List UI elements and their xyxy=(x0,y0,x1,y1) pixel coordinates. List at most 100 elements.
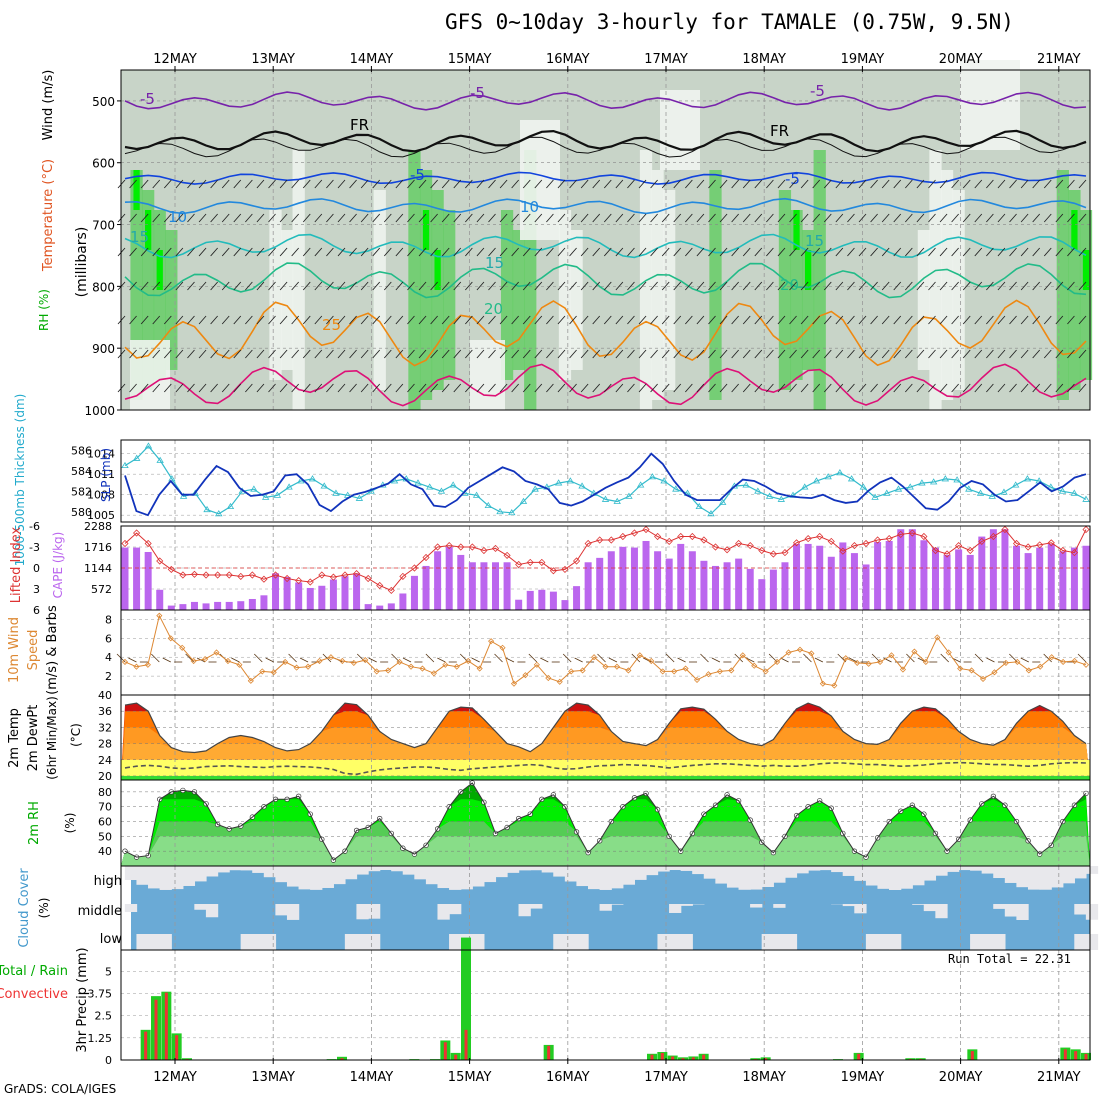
li-point xyxy=(1001,525,1009,534)
wind-barb xyxy=(766,213,774,223)
wind10-point xyxy=(1025,667,1032,674)
wind-barb xyxy=(337,247,346,257)
wind-barb xyxy=(326,247,334,257)
label-rh-unit: (%) xyxy=(63,813,77,834)
rh2m-tick-label: 60 xyxy=(98,816,112,829)
wind-barb xyxy=(777,213,786,223)
wind-barb xyxy=(696,349,705,359)
precip-tick-label: 1.25 xyxy=(88,1032,113,1045)
cape-bar xyxy=(549,591,557,610)
wind-barb xyxy=(1078,281,1087,291)
wind-barb xyxy=(187,383,195,393)
cloud-gap-mid xyxy=(935,904,948,919)
wind-barb xyxy=(383,247,392,257)
wind-barb xyxy=(580,179,589,189)
wind-barb xyxy=(326,179,334,189)
wind-barb xyxy=(731,315,739,325)
wind-barb xyxy=(638,213,647,223)
rh-stripe xyxy=(952,190,965,390)
cape-bar xyxy=(156,589,164,610)
wind-barb xyxy=(580,315,589,325)
cape-bar xyxy=(503,562,511,610)
wind-barb xyxy=(766,281,774,291)
wind-barb xyxy=(986,383,994,393)
precip-conv-bar xyxy=(443,1042,447,1060)
wind10-point xyxy=(316,657,323,665)
wind-barb xyxy=(349,349,357,359)
rh-stripe xyxy=(570,230,583,370)
wind10-barb xyxy=(1020,657,1029,663)
wind10-point xyxy=(465,657,472,665)
wind-barb xyxy=(256,349,265,359)
wind10-barb xyxy=(528,653,538,663)
wind-barb xyxy=(592,281,601,291)
wind-barb xyxy=(870,349,878,359)
run-total-label: Run Total = 22.31 xyxy=(948,952,1071,966)
wind-barb xyxy=(360,281,369,291)
wind-barb xyxy=(650,179,658,189)
wind-barb xyxy=(684,179,693,189)
wind-barb xyxy=(997,349,1006,359)
wind-barb xyxy=(221,315,230,325)
wind-barb xyxy=(175,349,184,359)
wind10-point xyxy=(785,649,792,656)
wind-barb xyxy=(800,281,809,291)
wind-barb xyxy=(511,349,520,359)
wind-barb xyxy=(522,349,531,359)
wind-barb xyxy=(708,281,716,291)
wind-barb xyxy=(766,383,774,393)
cloud-gap-high xyxy=(773,866,786,883)
cloud-gap-low xyxy=(553,934,566,950)
wind-barb xyxy=(962,349,971,359)
contour-label: 25 xyxy=(322,316,341,334)
wind-barb xyxy=(719,247,728,257)
wind-barb xyxy=(372,281,381,291)
wind-barb xyxy=(314,281,323,291)
wind-barb xyxy=(615,281,624,291)
wind-barb xyxy=(488,281,496,291)
wind-barb xyxy=(163,213,172,223)
rh2m-point xyxy=(122,848,128,854)
wind-barb xyxy=(708,315,716,325)
wind10-point xyxy=(385,667,392,674)
wind-barb xyxy=(453,281,462,291)
cloud-gap-low xyxy=(136,934,149,950)
wind-barb xyxy=(279,315,288,325)
wind10-point xyxy=(121,658,129,666)
cloud-gap-low xyxy=(669,934,682,950)
wind10-barb xyxy=(974,653,984,663)
wind-barb xyxy=(256,179,265,189)
cape-bar xyxy=(515,599,523,610)
wind-barb xyxy=(546,179,554,189)
date-label-top: 21MAY xyxy=(1037,52,1081,67)
wind-barb xyxy=(719,315,728,325)
contour-label: FR xyxy=(770,122,789,140)
wind-barb xyxy=(210,315,218,325)
wind-barb xyxy=(465,213,473,223)
cloud-gap-high xyxy=(229,866,242,871)
wind-barb xyxy=(997,213,1006,223)
wind-barb xyxy=(696,213,705,223)
cape-bar xyxy=(376,605,384,610)
date-label-bottom: 13MAY xyxy=(251,1070,295,1085)
wind-barb xyxy=(1032,179,1041,189)
cloud-row-label: low xyxy=(100,932,123,947)
wind-barb xyxy=(650,315,658,325)
cloud-gap-high xyxy=(889,866,902,890)
wind-barb xyxy=(175,179,184,189)
wind-barb xyxy=(326,213,334,223)
rh-stripe xyxy=(917,230,931,370)
wind10-point xyxy=(327,654,334,661)
li-point xyxy=(654,532,662,541)
wind-barb xyxy=(198,281,207,291)
rh2m-tick-label: 80 xyxy=(98,786,112,799)
li-series xyxy=(124,528,1087,592)
wind-barb xyxy=(569,315,577,325)
wind-barb xyxy=(916,247,925,257)
li-point xyxy=(260,575,268,583)
wind-barb xyxy=(441,315,450,325)
wind10-point xyxy=(476,665,483,672)
li-tick-label: 3 xyxy=(33,583,40,596)
cape-bar xyxy=(133,547,141,610)
wind-barb xyxy=(1055,383,1064,393)
